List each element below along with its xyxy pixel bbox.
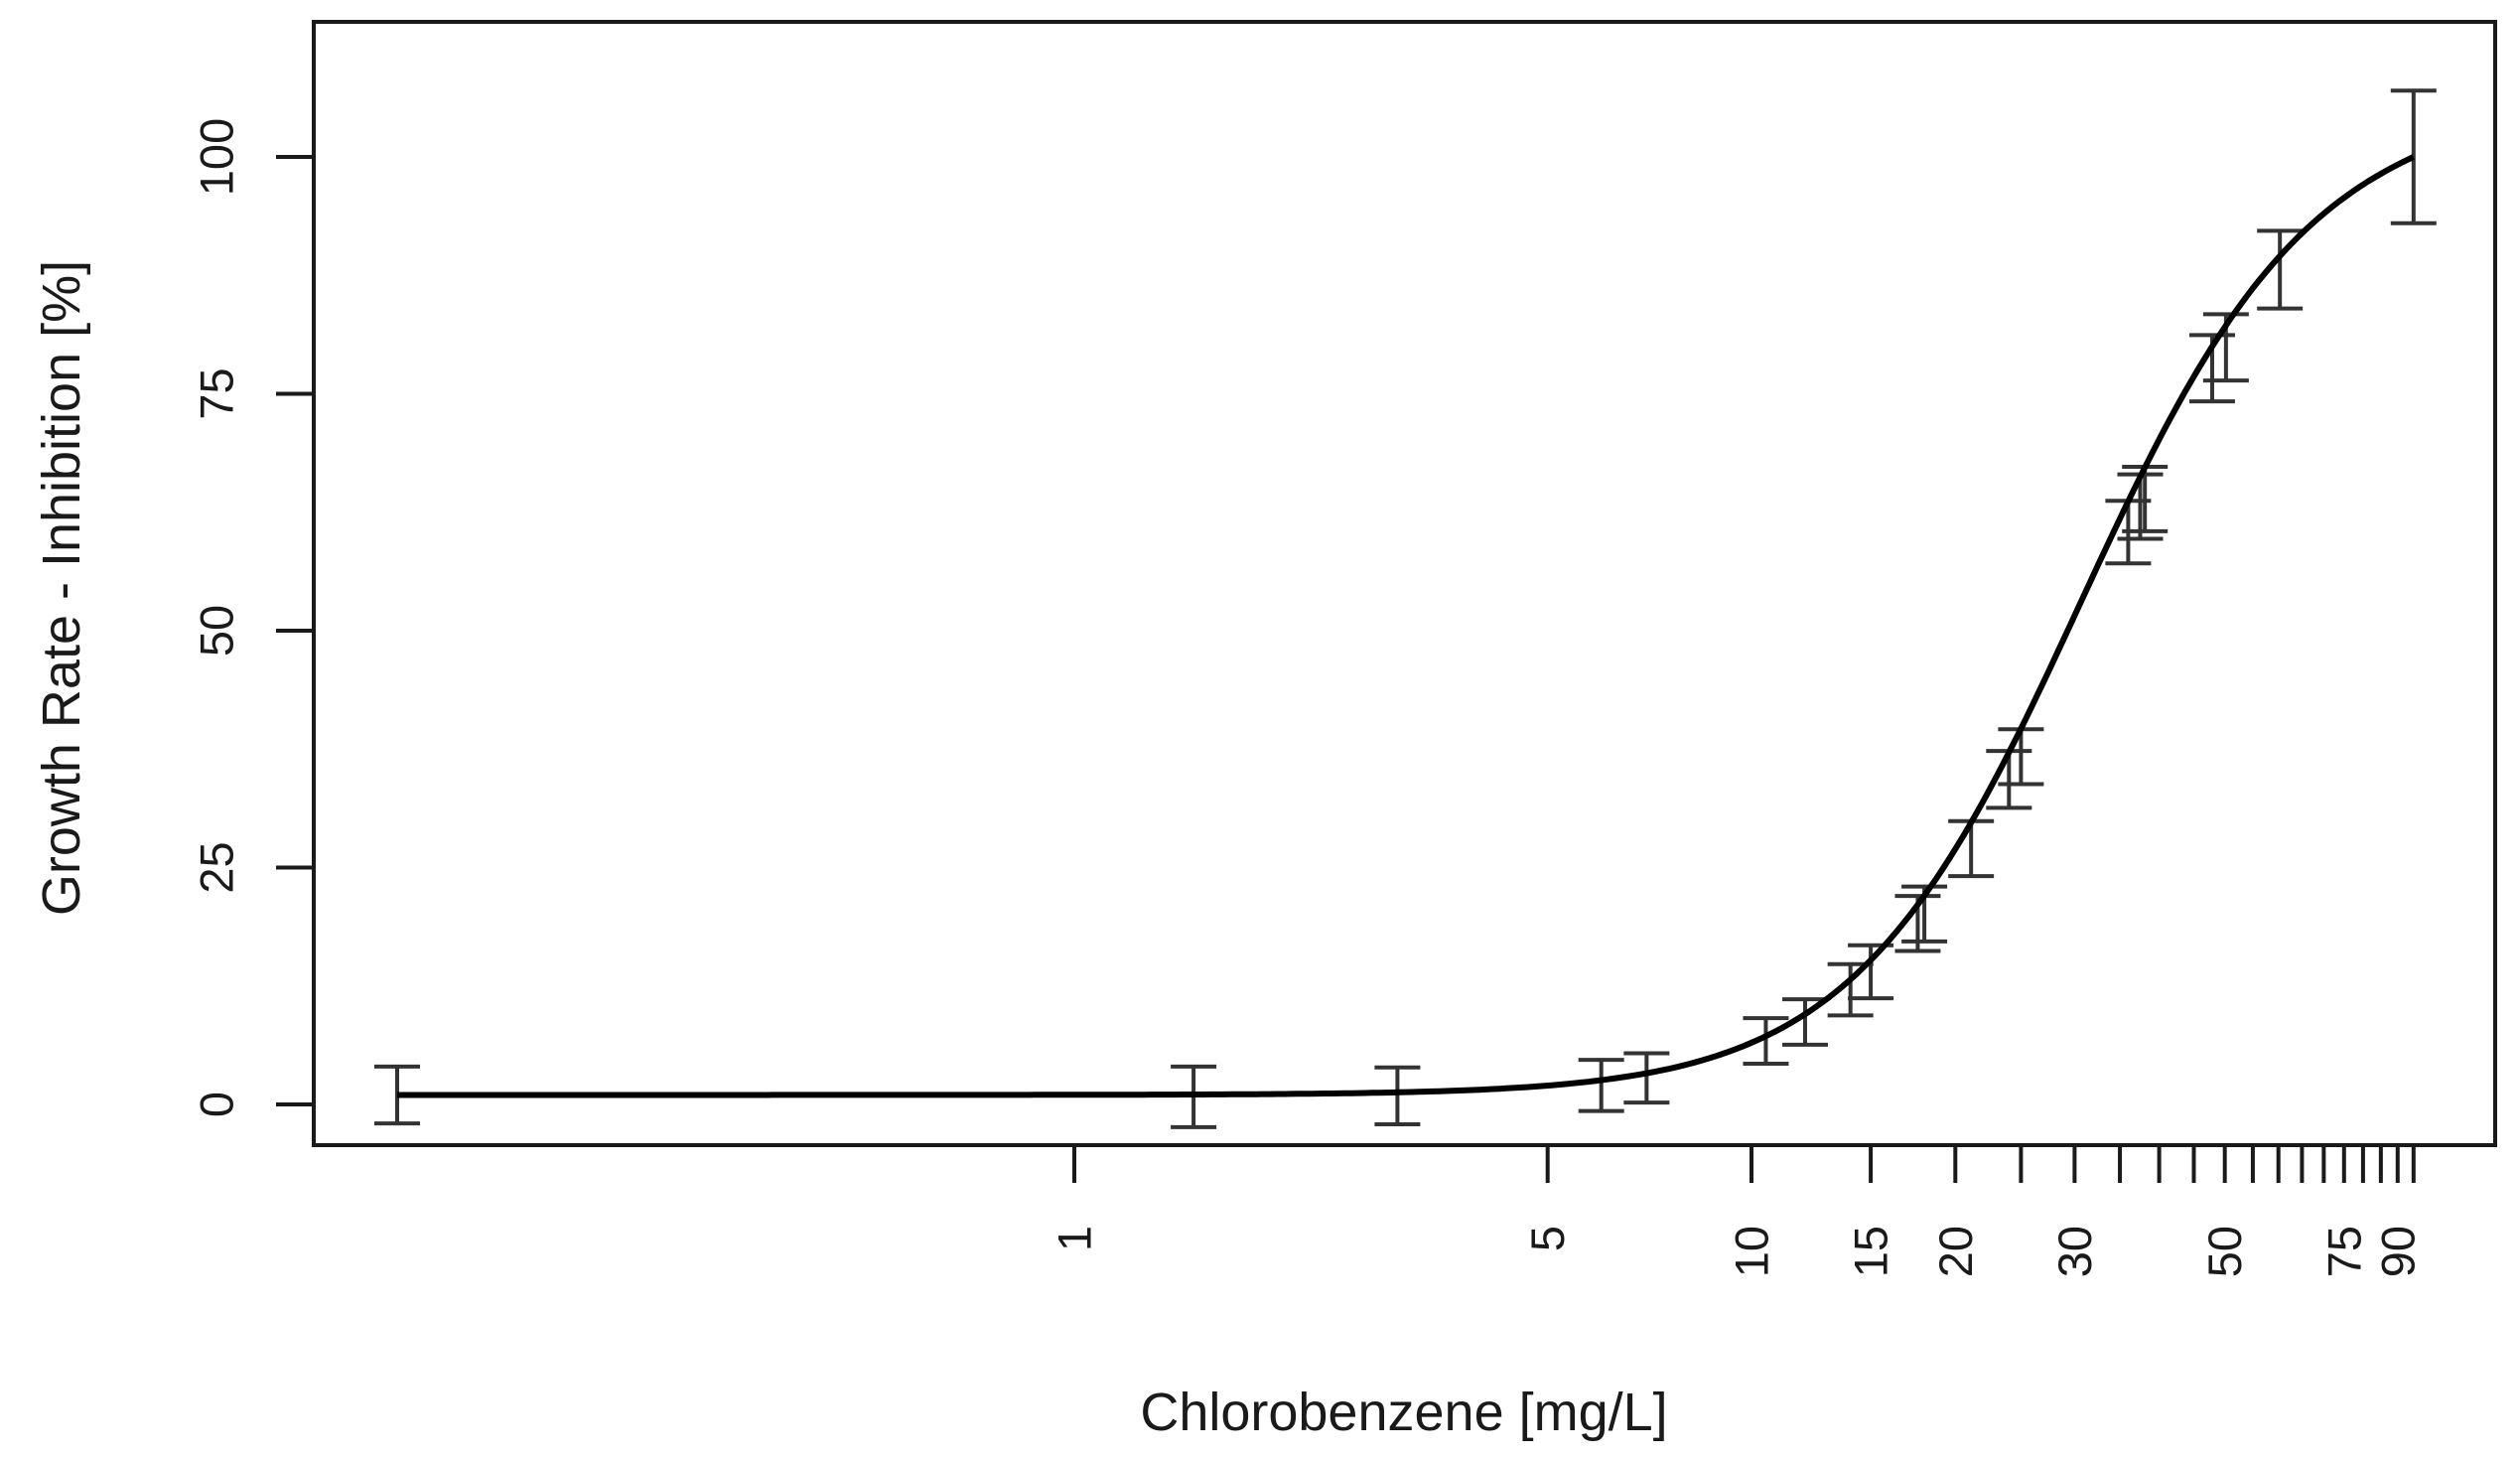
plot-frame: [312, 20, 2497, 1147]
y-axis: 0 25 50 75 100: [191, 118, 314, 1117]
y-tick-label: 100: [191, 118, 243, 196]
x-axis-title: Chlorobenzene [mg/L]: [1140, 1383, 1667, 1442]
x-tick-label: 1: [1049, 1226, 1101, 1251]
x-tick-label: 50: [2198, 1226, 2251, 1277]
error-bar: [1782, 997, 1829, 1047]
x-axis: 1 5 10 15 20 30 50 75 90: [1049, 1145, 2424, 1277]
x-tick-label: 15: [1845, 1226, 1897, 1277]
error-bar: [1374, 1065, 1421, 1127]
y-tick-label: 75: [191, 367, 243, 419]
error-bar: [1578, 1058, 1624, 1113]
x-tick-label: 20: [1929, 1226, 1982, 1277]
y-tick-label: 25: [191, 841, 243, 893]
error-bar: [2390, 88, 2437, 225]
error-bar: [2257, 228, 2304, 311]
x-tick-label: 5: [1521, 1226, 1574, 1251]
y-axis-title: Growth Rate - Inhibition [%]: [32, 260, 91, 916]
x-tick-label: 75: [2317, 1226, 2370, 1277]
fitted-curve: [397, 154, 2416, 1098]
x-tick-label: 10: [1726, 1226, 1778, 1277]
x-tick-label: 90: [2371, 1226, 2424, 1277]
error-bar: [1743, 1016, 1789, 1066]
error-bar: [1623, 1051, 1670, 1105]
y-tick-label: 0: [191, 1092, 243, 1117]
y-tick-label: 50: [191, 605, 243, 657]
x-tick-label: 30: [2048, 1226, 2101, 1277]
